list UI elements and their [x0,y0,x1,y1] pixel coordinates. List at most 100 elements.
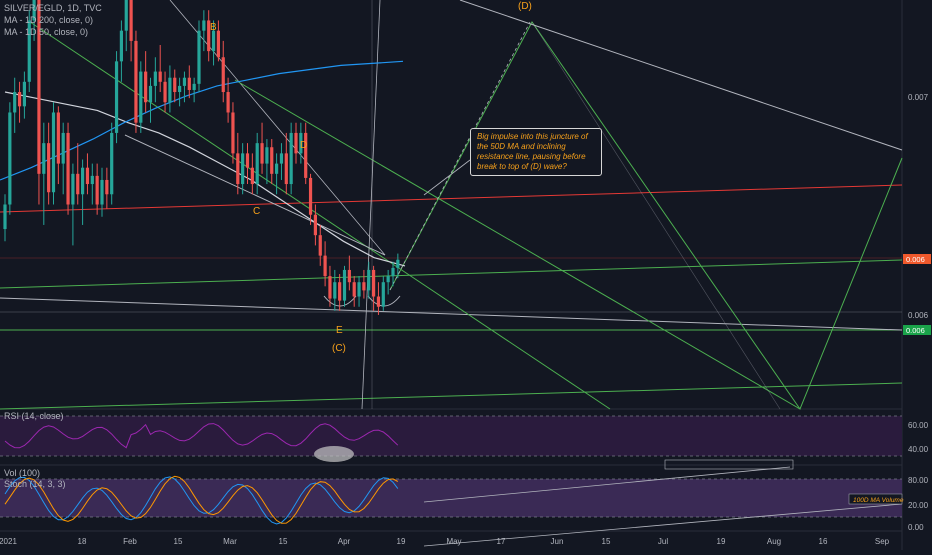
legend-ma50[interactable]: MA - 1D 50, close, 0) [4,27,89,37]
candle[interactable] [37,0,41,174]
candle[interactable] [241,153,245,185]
candle[interactable] [158,71,162,82]
annotation-callout[interactable]: Big impulse into this juncture of the 50… [470,128,602,176]
candle[interactable] [47,143,51,193]
candle[interactable] [27,20,31,82]
candle[interactable] [250,167,254,185]
candle[interactable] [178,85,182,93]
candle[interactable] [76,173,80,195]
stoch-trend-line-2[interactable] [423,503,903,547]
candle[interactable] [124,0,128,31]
candle[interactable] [381,282,385,307]
candle[interactable] [17,92,22,107]
candle[interactable] [144,71,148,103]
candle[interactable] [85,167,90,185]
candle[interactable] [187,77,191,90]
candle[interactable] [386,276,390,283]
green-channel-line-1[interactable] [29,21,611,410]
candle[interactable] [372,269,376,297]
candle[interactable] [163,81,167,103]
candle[interactable] [114,61,119,133]
candle[interactable] [338,282,342,301]
candle[interactable] [129,0,133,41]
white-resistance-line[interactable] [169,0,386,256]
candle[interactable] [66,132,70,205]
green-channel-line-3[interactable] [234,79,801,410]
candle[interactable] [216,30,220,58]
candle[interactable] [265,147,269,164]
legend-ma200[interactable]: MA - 1D 200, close, 0) [4,15,94,25]
legend-symbol[interactable]: SILVER/EGLD, 1D, TVC [4,3,102,13]
candle[interactable] [61,132,65,164]
candle[interactable] [362,282,366,291]
candle[interactable] [202,20,206,31]
candle[interactable] [105,179,109,195]
candle[interactable] [182,77,187,86]
candle[interactable] [95,175,99,205]
candle[interactable] [275,163,279,174]
candle[interactable] [22,81,26,107]
candle[interactable] [367,269,371,291]
candle[interactable] [299,132,303,154]
stoch-trend-line[interactable] [423,466,791,503]
candle[interactable] [100,179,104,205]
green-support-line[interactable] [0,259,903,289]
red-trend-line[interactable] [0,184,903,213]
candle[interactable] [139,71,143,123]
candle[interactable] [51,112,56,193]
candle[interactable] [32,0,36,21]
candle[interactable] [347,269,351,283]
candle[interactable] [42,143,46,174]
candle[interactable] [396,259,400,268]
candle[interactable] [221,57,225,93]
candle[interactable] [207,20,211,52]
upper-white-line[interactable] [459,0,903,151]
candle[interactable] [56,112,60,164]
white-channel-line[interactable] [124,134,386,256]
candle[interactable] [323,255,327,277]
candle[interactable] [391,267,395,277]
green-base-line[interactable] [0,382,903,410]
candle[interactable] [376,296,381,307]
candle[interactable] [294,132,298,154]
candle[interactable] [90,175,94,185]
wave-projection[interactable] [389,21,903,411]
legend-rsi[interactable]: RSI (14, close) [4,411,64,421]
candle[interactable] [148,85,153,103]
candle[interactable] [255,143,259,185]
candle[interactable] [134,40,138,123]
candle[interactable] [357,282,361,297]
candle[interactable] [13,92,17,113]
candle[interactable] [71,173,75,205]
candle[interactable] [231,112,235,154]
candle[interactable] [81,167,85,195]
candle[interactable] [284,153,288,185]
candle[interactable] [279,153,284,164]
candle[interactable] [226,92,230,113]
candle[interactable] [308,177,313,215]
candle[interactable] [342,269,347,301]
candle[interactable] [153,71,157,86]
candle[interactable] [260,143,264,164]
candle[interactable] [289,132,293,185]
candle[interactable] [270,147,274,174]
candle[interactable] [352,282,356,297]
candle[interactable] [192,83,196,90]
candle[interactable] [236,153,240,185]
candle[interactable] [197,30,201,84]
candle[interactable] [3,204,7,230]
candle[interactable] [119,30,123,62]
candle[interactable] [211,30,216,52]
candle[interactable] [318,235,322,256]
candle[interactable] [245,153,250,168]
legend-vol[interactable]: Vol (100) [4,468,41,478]
candle[interactable] [8,112,12,205]
candle[interactable] [304,132,308,178]
candle[interactable] [110,132,114,195]
candle[interactable] [328,276,332,299]
candle[interactable] [333,282,337,299]
ma50-line[interactable] [4,91,406,267]
candle[interactable] [313,214,317,236]
white-declining-line[interactable] [0,297,903,331]
